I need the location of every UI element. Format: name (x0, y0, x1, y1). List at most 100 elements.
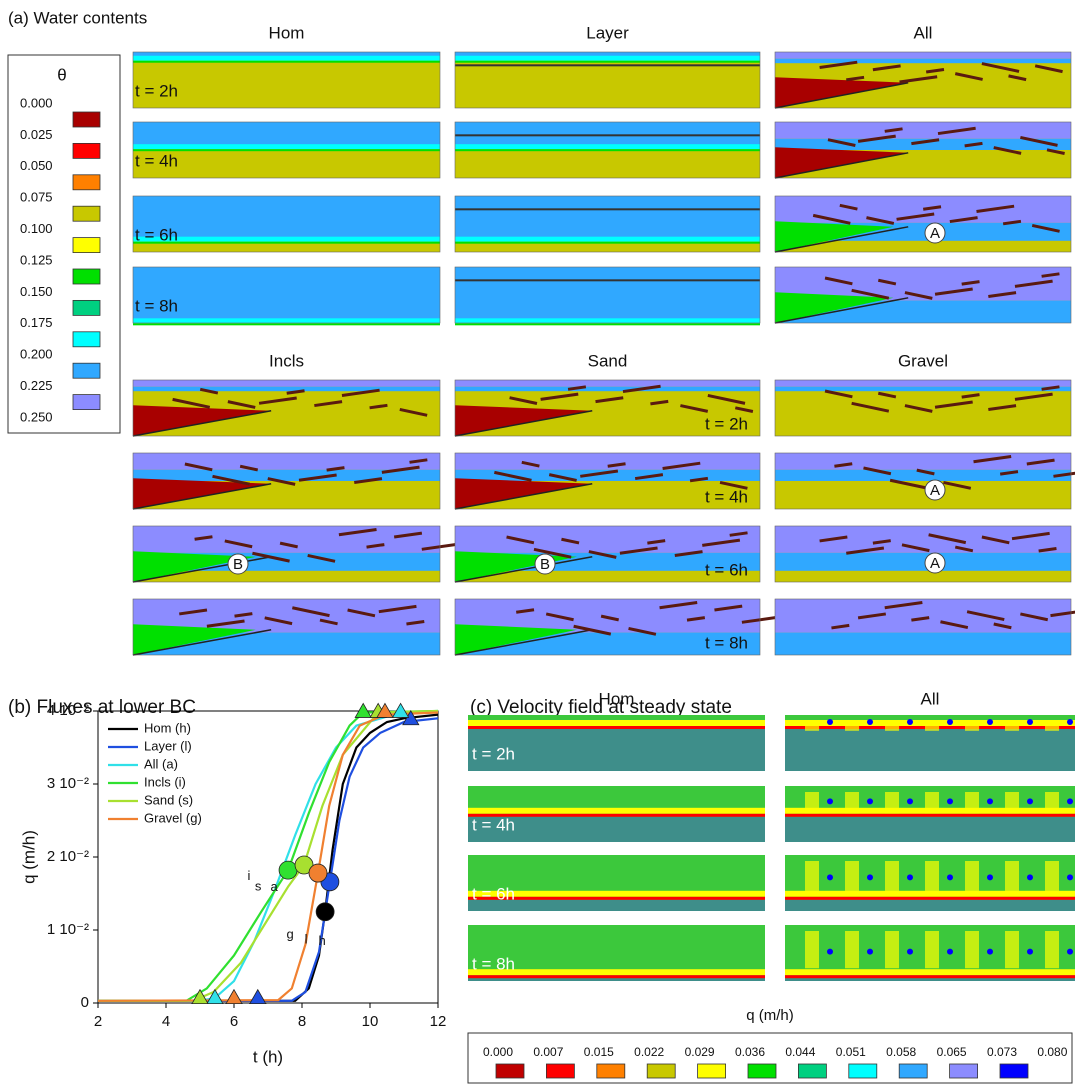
q-colorbar-swatch (999, 1063, 1029, 1079)
curve-annotation: a (271, 879, 279, 894)
series-line (98, 717, 439, 1002)
water-content-map (132, 266, 441, 326)
lens (580, 469, 619, 478)
flow-spot (947, 719, 953, 725)
wet-zone (455, 453, 760, 470)
lens (884, 127, 903, 133)
front-band (468, 896, 765, 900)
wet-zone (775, 453, 1071, 470)
lens (839, 203, 858, 211)
lens (674, 550, 703, 557)
annotation-marker (924, 479, 946, 501)
theta-legend-swatch (72, 237, 101, 254)
water-content-map (132, 195, 441, 253)
flow-spot (987, 719, 993, 725)
wet-zone (775, 52, 1071, 59)
wet-zone (133, 267, 440, 322)
lens (1020, 136, 1058, 147)
x-tick-label: 10 (362, 1013, 379, 1030)
map-frame (774, 379, 1072, 437)
lens (846, 546, 885, 555)
circle-marker (278, 860, 298, 880)
y-tick-label: 3 10⁻² (47, 775, 89, 792)
theta-legend-label: 0.150 (20, 284, 53, 299)
time-label: t = 6h (135, 225, 178, 244)
q-colorbar-label: 0.015 (584, 1045, 614, 1059)
map-frame (454, 266, 761, 324)
lens (378, 604, 417, 614)
column-header: Gravel (898, 351, 948, 370)
lens (857, 134, 896, 143)
lens (1002, 219, 1022, 226)
legend-label: Sand (s) (144, 792, 193, 807)
q-colorbar-swatch (747, 1063, 777, 1079)
lens (341, 388, 380, 397)
lens (338, 527, 377, 537)
dry-wedge (455, 405, 593, 436)
theta-legend-label: 0.050 (20, 158, 53, 173)
theta-legend-swatch (72, 111, 101, 128)
annotation-marker (924, 552, 946, 574)
y-tick-label: 2 10⁻² (47, 848, 89, 865)
velocity-map (785, 786, 1075, 842)
annotation-label: B (233, 556, 243, 573)
fast-band (785, 890, 1075, 897)
lens (494, 470, 532, 482)
annotation-marker (924, 222, 946, 244)
flow-spot (907, 798, 913, 805)
triangle-marker (206, 988, 224, 1005)
triangle-marker (376, 702, 394, 718)
lens (199, 387, 219, 395)
x-tick-label: 8 (298, 1013, 306, 1030)
lens (934, 400, 973, 409)
flow-spot (827, 719, 833, 725)
map-frame (454, 379, 761, 437)
flow-patch (805, 861, 819, 893)
flow-spot (827, 948, 833, 955)
flow-patch (1005, 861, 1019, 893)
water-content-map (454, 379, 761, 437)
lens (600, 614, 620, 622)
front-band (785, 896, 1075, 900)
lens (925, 67, 945, 74)
lens (619, 546, 658, 555)
q-colorbar-label: 0.029 (685, 1045, 715, 1059)
lens (194, 535, 213, 541)
theta-legend-label: 0.225 (20, 378, 53, 393)
lens (976, 204, 1015, 213)
flow-patch (845, 721, 859, 731)
map-frame (132, 266, 441, 324)
time-label: t = 4h (472, 815, 515, 834)
time-label: t = 2h (472, 744, 515, 763)
flow-patch (965, 792, 979, 814)
front-edge (133, 241, 440, 244)
q-colorbar-label: 0.058 (886, 1045, 916, 1059)
lens (184, 462, 213, 472)
lens (1008, 74, 1027, 82)
annotation-label: A (930, 555, 940, 572)
flow-spot (1027, 719, 1033, 725)
lens (647, 539, 666, 545)
time-label: t = 8h (472, 954, 515, 973)
wet-wedge (775, 292, 894, 323)
lens (863, 466, 892, 476)
map-frame (132, 51, 441, 109)
lens (307, 554, 336, 563)
time-label: t = 8h (705, 633, 748, 652)
lens (506, 535, 535, 545)
lens (516, 608, 535, 614)
time-label: t = 4h (705, 487, 748, 506)
lens (540, 392, 579, 401)
wet-zone (133, 52, 440, 59)
front (455, 144, 760, 150)
flow-patch (925, 792, 939, 814)
water-content-map (774, 266, 1072, 324)
wet-zone-2 (775, 552, 1071, 571)
water-content-map (774, 121, 1072, 179)
lens (916, 468, 935, 476)
lens (831, 623, 850, 630)
q-colorbar-swatch (495, 1063, 525, 1079)
theta-legend-label: 0.200 (20, 347, 53, 362)
map-frame (774, 598, 1072, 656)
triangle-marker (354, 702, 372, 718)
